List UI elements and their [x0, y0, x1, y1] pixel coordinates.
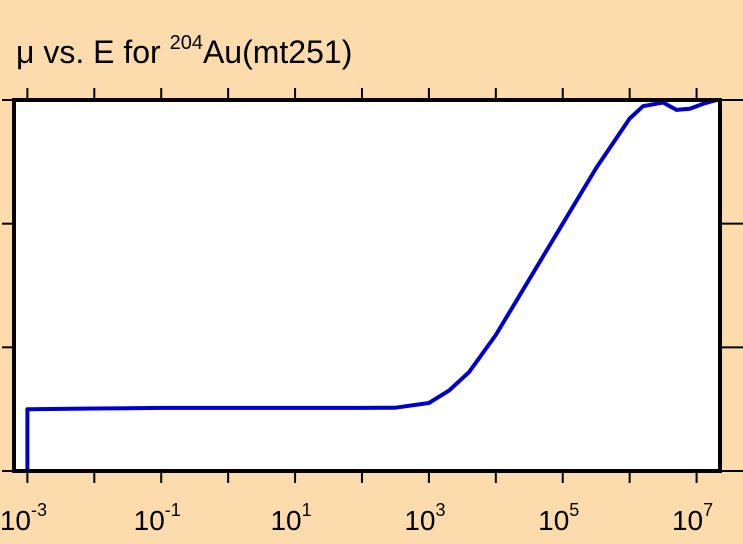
- plot-area: [14, 100, 720, 471]
- title-superscript: 204: [170, 32, 203, 54]
- x-tick-label: 105: [538, 500, 579, 536]
- x-tick-label: 101: [270, 500, 311, 536]
- title-prefix: μ vs. E for: [16, 34, 170, 70]
- x-tick-label: 10-3: [0, 500, 47, 536]
- title-suffix: Au(mt251): [203, 34, 352, 70]
- x-tick-label: 103: [404, 500, 445, 536]
- plot-frame: [12, 98, 722, 473]
- x-tick-label: 107: [672, 500, 713, 536]
- series-line: [25, 98, 718, 471]
- x-tick-label: 10-1: [134, 500, 181, 536]
- tick-labels: 10-3 10-1 101 103 105 107: [0, 500, 713, 536]
- chart-title: μ vs. E for 204Au(mt251): [16, 32, 352, 70]
